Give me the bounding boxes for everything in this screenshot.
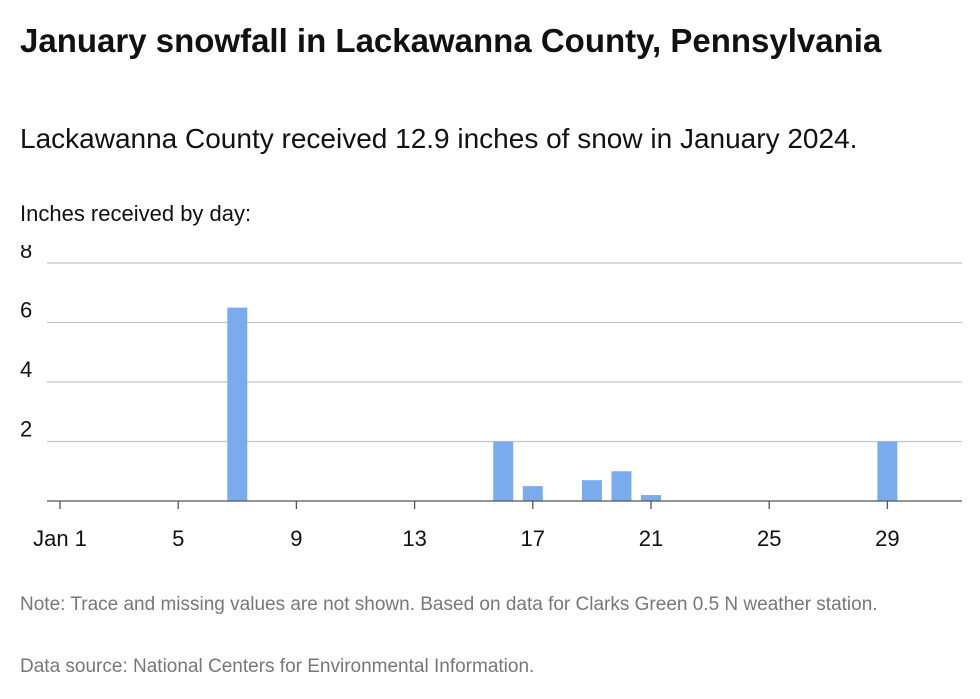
y-tick-label: 4 [20, 357, 32, 382]
bar [877, 441, 898, 501]
bar [522, 486, 543, 501]
x-tick-label: 21 [639, 526, 663, 551]
bar [227, 307, 248, 501]
bar [581, 480, 602, 501]
bar [641, 495, 661, 501]
y-axis-label: Inches received by day: [20, 201, 252, 226]
x-tick-label: Jan 1 [33, 526, 87, 551]
bars [227, 307, 898, 501]
y-tick-label: 8 [20, 245, 32, 263]
gridlines: 2 4 6 8 [20, 245, 962, 443]
y-tick-label: 2 [20, 417, 32, 442]
x-tick-label: 17 [521, 526, 545, 551]
chart-note: Note: Trace and missing values are not s… [20, 594, 878, 615]
x-axis: Jan 1 5 9 13 17 21 25 29 [33, 500, 962, 551]
chart-title: January snowfall in Lackawanna County, P… [20, 22, 882, 59]
data-source: Data source: National Centers for Enviro… [20, 656, 535, 677]
bar [493, 441, 514, 501]
x-tick-label: 29 [875, 526, 899, 551]
x-tick-label: 25 [757, 526, 781, 551]
x-tick-label: 9 [290, 526, 302, 551]
snowfall-bar-chart: 2 4 6 8 Jan 1 5 9 13 17 21 25 29 [20, 245, 962, 551]
x-tick-label: 13 [402, 526, 426, 551]
x-tick-label: 5 [172, 526, 184, 551]
bar [611, 471, 632, 501]
y-tick-label: 6 [20, 298, 32, 323]
chart-subtitle: Lackawanna County received 12.9 inches o… [20, 123, 858, 154]
